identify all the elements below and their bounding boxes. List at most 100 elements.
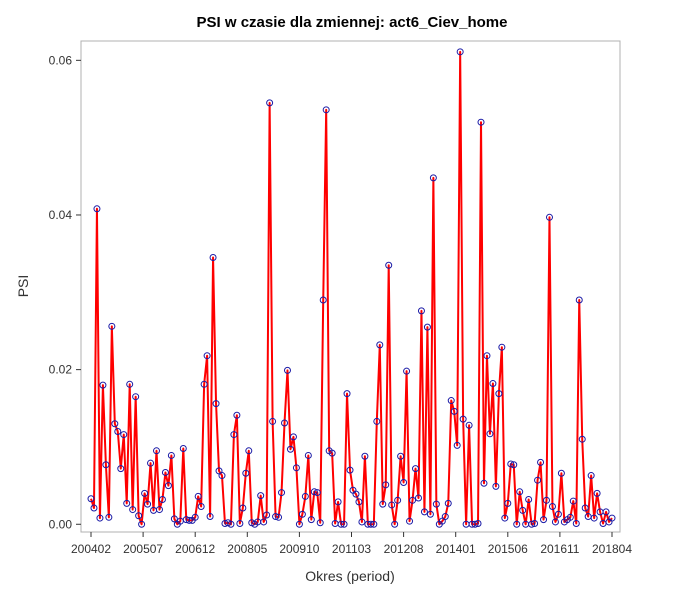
data-point [194,492,202,500]
data-point [337,520,345,528]
x-tick-label: 201506 [488,542,528,556]
data-point [447,397,455,405]
data-point [283,366,291,374]
data-point [474,519,482,527]
data-point [206,513,214,521]
data-point [367,520,375,528]
data-point [105,513,113,521]
data-point [516,488,524,496]
data-point [593,489,601,497]
data-point [126,380,134,388]
data-point [227,520,235,528]
data-point [295,520,303,528]
x-tick-label: 200402 [71,542,111,556]
data-point [307,516,315,524]
data-point [292,464,300,472]
data-point [257,492,265,500]
data-point [545,213,553,221]
data-point [263,511,271,519]
data-point [554,510,562,518]
data-point [313,489,321,497]
data-point [510,461,518,469]
data-point [551,518,559,526]
x-tick-label: 200910 [279,542,319,556]
data-point [534,476,542,484]
data-point [480,479,488,487]
data-point [289,433,297,441]
data-point [385,261,393,269]
data-point [543,496,550,504]
data-point [376,341,384,349]
data-point [212,400,220,408]
x-tick-label: 200507 [123,542,163,556]
data-point [132,393,140,401]
data-point [501,514,509,522]
data-point [400,479,408,487]
data-point [135,512,143,520]
data-point [328,449,336,457]
data-point [275,513,283,521]
data-point [245,447,253,455]
x-tick-label: 200612 [175,542,215,556]
data-point [394,496,402,504]
data-point [281,419,289,427]
data-point [471,520,479,528]
data-point [286,445,294,453]
data-point [269,417,277,425]
data-point [492,482,500,490]
data-point [370,520,378,528]
data-point [412,465,420,473]
data-point [278,489,286,497]
data-point [96,514,104,522]
data-point [581,504,589,512]
data-point [459,415,467,423]
data-point [322,106,330,114]
data-point [260,518,268,526]
data-point [426,510,434,518]
data-point [388,501,396,509]
data-point [123,499,131,507]
data-point [200,380,208,388]
data-point [489,380,497,388]
data-point [361,452,369,460]
data-point [272,513,280,521]
data-point [334,498,342,506]
data-point [170,515,178,523]
data-point [486,430,494,438]
y-tick-label: 0.02 [49,363,73,377]
data-point [233,411,241,419]
y-tick-label: 0.06 [49,53,73,67]
y-axis: 0.00 0.02 0.04 0.06 [49,53,81,531]
data-point [355,498,363,506]
data-point [453,441,461,449]
data-point [197,502,205,510]
data-point [373,417,381,425]
data-point [569,497,577,505]
data-point [114,427,122,435]
data-point [316,519,324,527]
data-point [409,496,417,504]
data-point [340,520,348,528]
data-point [129,506,137,514]
data-point [155,506,163,514]
data-point [414,494,422,502]
data-point [352,490,360,498]
chart-title: PSI w czasie dla zmiennej: act6_Ciev_hom… [197,14,508,31]
data-point [87,495,95,503]
data-point [382,481,390,489]
x-tick-label: 201208 [384,542,424,556]
data-point [465,421,473,429]
series-layer [90,50,613,526]
data-point [164,482,172,490]
data-point [242,469,250,477]
data-point [144,500,152,508]
data-point [432,500,440,508]
y-tick-label: 0.00 [49,517,73,531]
data-point [420,508,428,516]
data-point [358,518,366,526]
data-point [504,499,512,507]
data-point [608,514,616,522]
data-point [417,307,425,315]
data-point [513,520,521,528]
